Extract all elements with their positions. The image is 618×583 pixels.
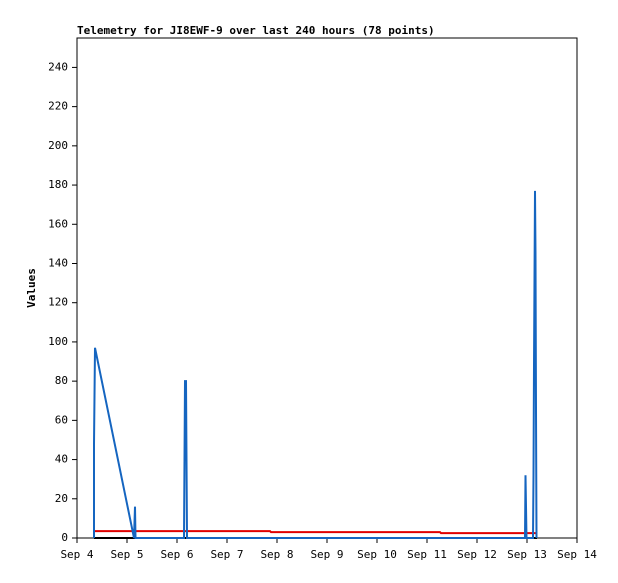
y-tick-label: 0 (61, 531, 68, 544)
x-tick-label: Sep 6 (160, 548, 193, 561)
chart-title: Telemetry for JI8EWF-9 over last 240 hou… (77, 24, 435, 37)
series-line (93, 190, 538, 539)
y-tick-label: 20 (55, 492, 68, 505)
y-tick-label: 220 (48, 100, 68, 113)
y-tick-label: 80 (55, 374, 68, 387)
x-tick-label: Sep 8 (260, 548, 293, 561)
series-line (94, 530, 537, 535)
x-tick-label: Sep 4 (60, 548, 93, 561)
x-tick-label: Sep 11 (407, 548, 447, 561)
x-tick-label: Sep 5 (110, 548, 143, 561)
y-tick-label: 240 (48, 60, 68, 73)
plot-frame (76, 37, 578, 539)
x-tick-label: Sep 9 (310, 548, 343, 561)
x-tick-label: Sep 12 (457, 548, 497, 561)
x-tick-label: Sep 7 (210, 548, 243, 561)
y-tick-label: 180 (48, 178, 68, 191)
x-tick-label: Sep 10 (357, 548, 397, 561)
y-tick-label: 200 (48, 139, 68, 152)
y-tick-label: 160 (48, 217, 68, 230)
y-axis-label: Values (25, 268, 38, 308)
y-tick-label: 140 (48, 256, 68, 269)
x-tick-label: Sep 13 (507, 548, 547, 561)
y-tick-label: 100 (48, 335, 68, 348)
y-tick-label: 120 (48, 296, 68, 309)
y-tick-label: 40 (55, 453, 68, 466)
y-tick-label: 60 (55, 413, 68, 426)
x-tick-label: Sep 14 (557, 548, 597, 561)
